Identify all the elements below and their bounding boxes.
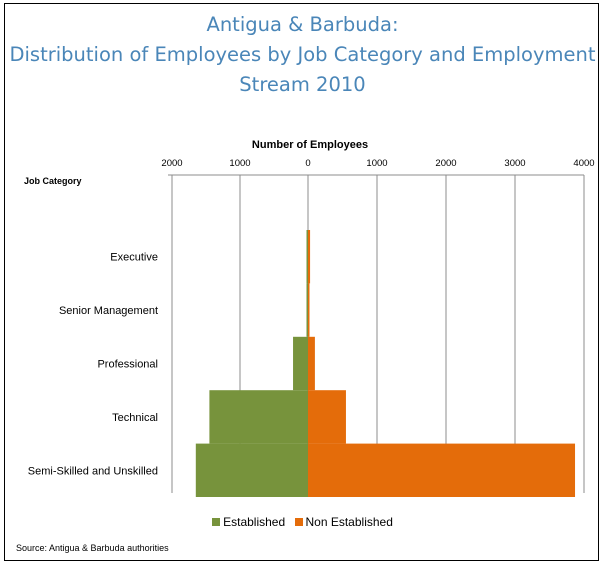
tick-label-right-2000: 2000 (435, 158, 456, 169)
bar-established-4 (195, 443, 308, 497)
bar-established-3 (209, 390, 308, 444)
bar-non-established-4 (308, 443, 576, 497)
category-label-4: Semi-Skilled and Unskilled (28, 465, 158, 477)
category-label-2: Professional (97, 359, 158, 371)
chart-title: Antigua & Barbuda: Distribution of Emplo… (5, 10, 598, 100)
bar-non-established-2 (308, 336, 315, 391)
chart-plot: Number of Employees Job Category 2000 1000 0… (24, 139, 595, 497)
legend-swatch-non-established (294, 518, 303, 526)
title-line-2: Distribution of Employees by Job Categor… (9, 43, 596, 66)
legend-swatch-established (212, 518, 221, 526)
source-note: Source: Antigua & Barbuda authorities (16, 543, 169, 553)
legend-item-established: Established (212, 515, 285, 529)
x-axis-title: Number of Employees (252, 139, 368, 151)
tick-label-left-1000: 1000 (229, 158, 250, 169)
title-line-1: Antigua & Barbuda: (206, 13, 399, 36)
legend-item-non-established: Non Established (294, 515, 393, 529)
legend-label-non-established: Non Established (305, 515, 393, 529)
chart-frame: Antigua & Barbuda: Distribution of Emplo… (4, 3, 599, 561)
category-label-0: Executive (110, 252, 158, 264)
legend: Established Non Established (5, 515, 598, 529)
bar-non-established-1 (308, 283, 310, 337)
tick-label-left-2000: 2000 (161, 158, 182, 169)
bar-established-1 (306, 283, 308, 337)
title-line-3: Stream 2010 (239, 73, 366, 96)
bar-established-2 (293, 336, 308, 391)
bar-non-established-0 (308, 230, 311, 284)
bar-non-established-3 (308, 390, 346, 444)
tick-label-right-3000: 3000 (504, 158, 525, 169)
tick-label-left-0: 0 (305, 158, 310, 169)
category-label-3: Technical (112, 412, 158, 424)
y-axis-title: Job Category (24, 176, 82, 186)
legend-label-established: Established (223, 515, 286, 529)
tick-label-right-1000: 1000 (366, 158, 387, 169)
tick-label-right-4000: 4000 (573, 158, 594, 169)
category-label-1: Senior Management (59, 305, 158, 317)
bar-established-0 (306, 230, 308, 284)
